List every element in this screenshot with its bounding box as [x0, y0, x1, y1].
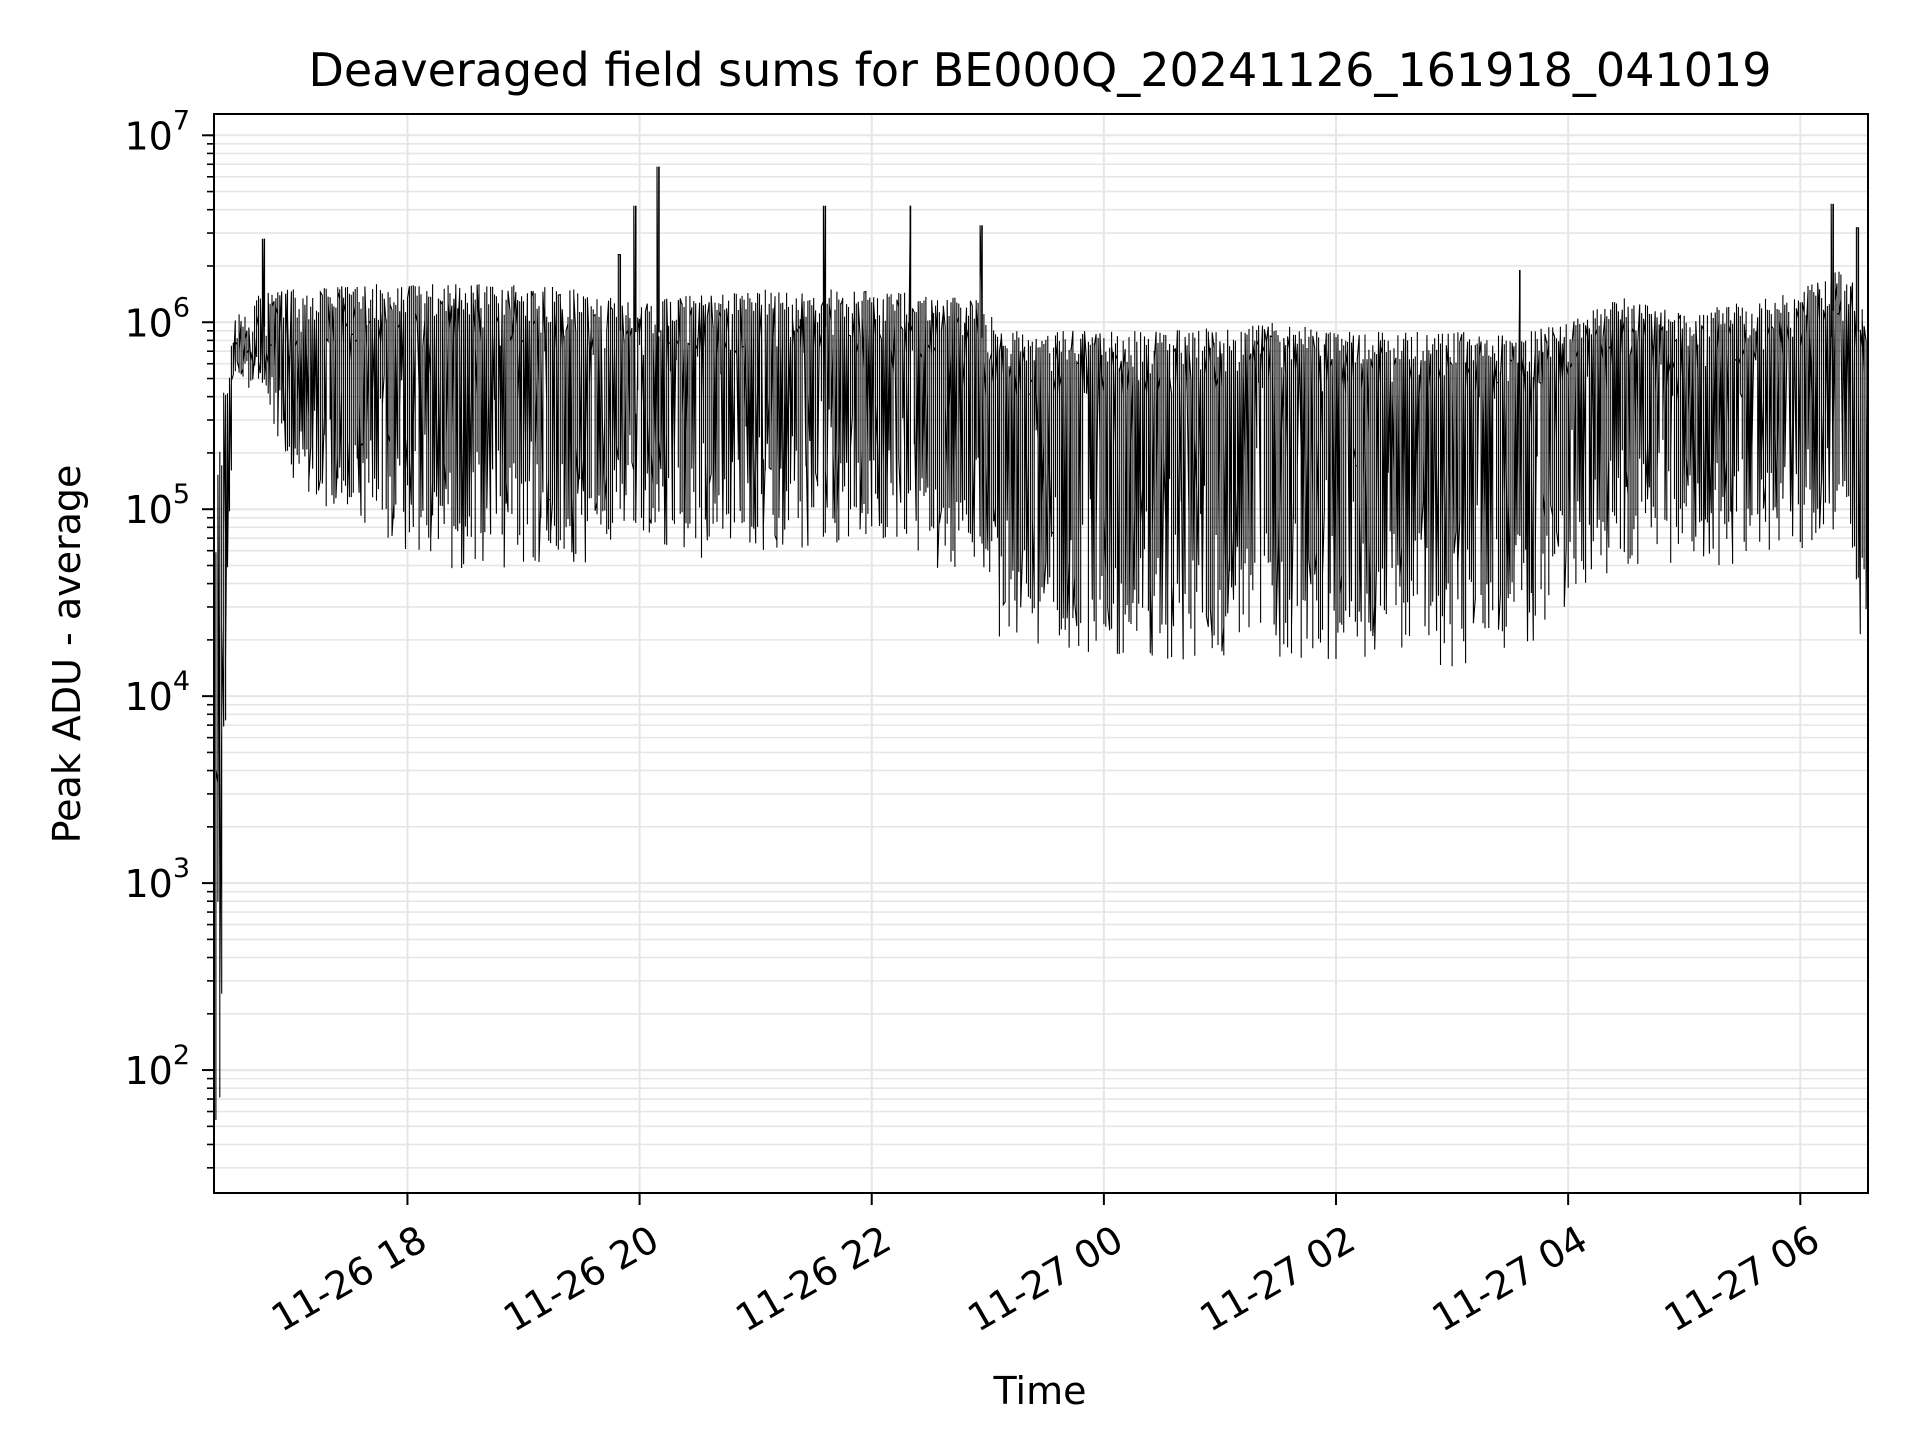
y-tick-exponent: 3 — [173, 853, 190, 884]
y-tick-base: 10 — [124, 114, 172, 158]
plot-frame — [213, 113, 1869, 1194]
y-tick-base: 10 — [124, 675, 172, 719]
chart-title: Deaveraged field sums for BE000Q_2024112… — [308, 43, 1771, 97]
y-tick-base: 10 — [124, 1049, 172, 1093]
y-tick-label: 105 — [124, 479, 190, 532]
y-tick-exponent: 5 — [173, 479, 190, 510]
x-axis-label: Time — [993, 1369, 1087, 1413]
y-tick-exponent: 6 — [173, 292, 190, 323]
y-tick-label: 106 — [124, 292, 190, 345]
y-tick-label: 102 — [124, 1040, 190, 1093]
series-path — [215, 166, 1869, 1120]
y-tick-label: 103 — [124, 853, 190, 906]
y-tick-base: 10 — [124, 862, 172, 906]
y-axis-label: Peak ADU - average — [45, 465, 89, 844]
y-tick-exponent: 4 — [173, 666, 190, 697]
y-tick-base: 10 — [124, 301, 172, 345]
y-tick-base: 10 — [124, 488, 172, 532]
y-tick-label: 104 — [124, 666, 190, 719]
y-tick-label: 107 — [124, 105, 190, 158]
y-tick-exponent: 2 — [173, 1040, 190, 1071]
series-line — [215, 166, 1869, 1120]
y-tick-exponent: 7 — [173, 105, 190, 136]
